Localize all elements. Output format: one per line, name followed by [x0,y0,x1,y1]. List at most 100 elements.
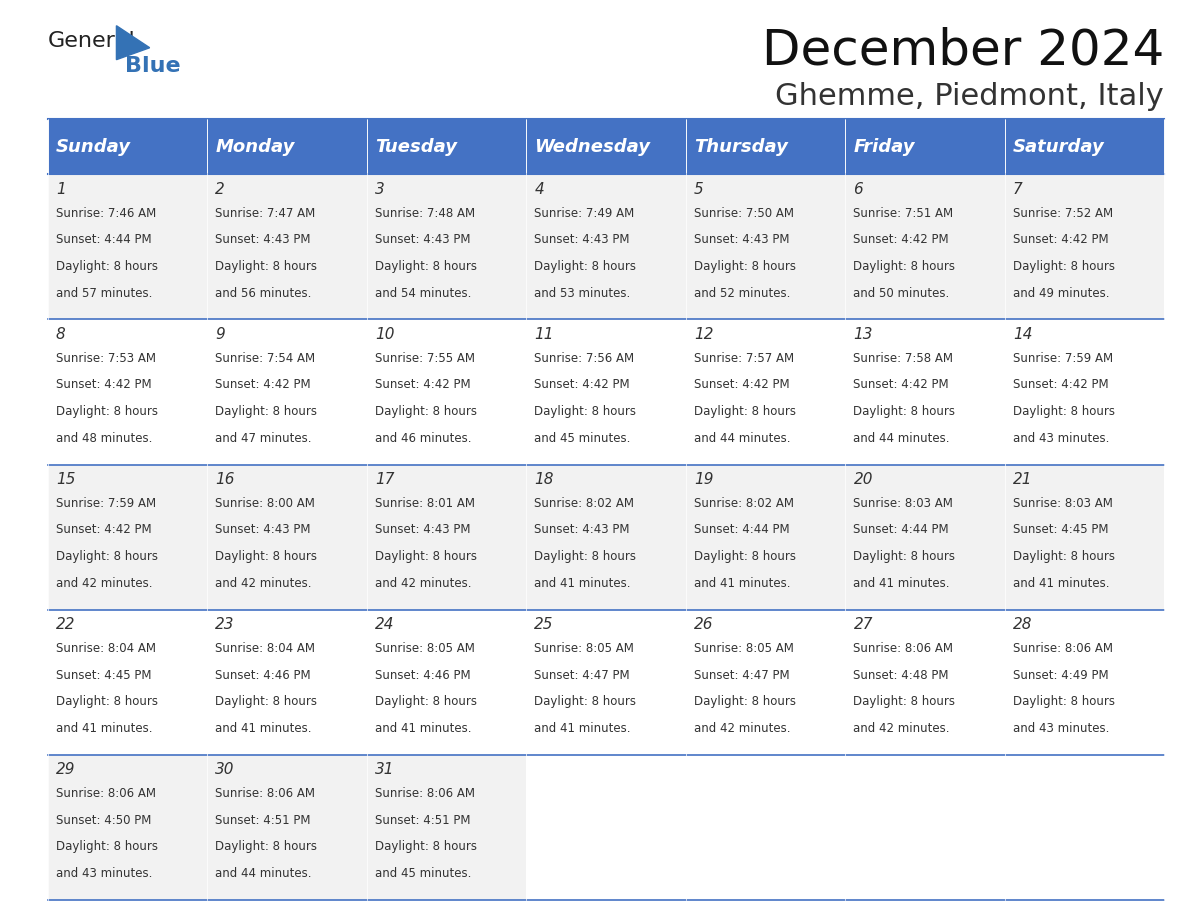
Text: Sunrise: 8:05 AM: Sunrise: 8:05 AM [535,642,634,655]
Bar [367,319,526,465]
Text: Sunset: 4:42 PM: Sunset: 4:42 PM [1013,378,1108,391]
Text: Sunset: 4:44 PM: Sunset: 4:44 PM [694,523,790,536]
Text: Sunset: 4:43 PM: Sunset: 4:43 PM [215,233,311,246]
Text: and 41 minutes.: and 41 minutes. [215,722,312,735]
Text: 23: 23 [215,617,235,632]
Bar [1005,319,1164,465]
Text: Daylight: 8 hours: Daylight: 8 hours [1013,550,1116,564]
Text: Sunrise: 7:48 AM: Sunrise: 7:48 AM [375,207,475,219]
Bar [685,465,845,610]
Text: Daylight: 8 hours: Daylight: 8 hours [853,405,955,419]
Text: Daylight: 8 hours: Daylight: 8 hours [853,260,955,274]
Text: Daylight: 8 hours: Daylight: 8 hours [375,405,476,419]
Text: Sunrise: 8:05 AM: Sunrise: 8:05 AM [375,642,475,655]
Text: Daylight: 8 hours: Daylight: 8 hours [694,695,796,709]
Text: Sunset: 4:46 PM: Sunset: 4:46 PM [375,668,470,681]
Text: Daylight: 8 hours: Daylight: 8 hours [215,840,317,854]
Bar [48,465,207,610]
Bar [207,610,367,755]
Text: Daylight: 8 hours: Daylight: 8 hours [694,405,796,419]
Text: Daylight: 8 hours: Daylight: 8 hours [215,405,317,419]
Text: Sunset: 4:42 PM: Sunset: 4:42 PM [853,378,949,391]
Text: 6: 6 [853,182,864,196]
Text: Sunset: 4:43 PM: Sunset: 4:43 PM [215,523,311,536]
Bar [526,319,685,465]
Bar [526,119,685,174]
Text: and 53 minutes.: and 53 minutes. [535,287,631,300]
Text: and 44 minutes.: and 44 minutes. [853,432,950,445]
Text: Sunrise: 7:46 AM: Sunrise: 7:46 AM [56,207,156,219]
Text: Daylight: 8 hours: Daylight: 8 hours [853,695,955,709]
Text: Sunset: 4:45 PM: Sunset: 4:45 PM [1013,523,1108,536]
Text: Sunrise: 8:01 AM: Sunrise: 8:01 AM [375,497,475,509]
Text: Daylight: 8 hours: Daylight: 8 hours [694,260,796,274]
Text: Sunset: 4:48 PM: Sunset: 4:48 PM [853,668,949,681]
Text: Sunrise: 8:06 AM: Sunrise: 8:06 AM [375,787,475,800]
Text: Sunrise: 7:50 AM: Sunrise: 7:50 AM [694,207,794,219]
Text: Daylight: 8 hours: Daylight: 8 hours [56,550,158,564]
Text: Daylight: 8 hours: Daylight: 8 hours [215,550,317,564]
Text: Sunset: 4:42 PM: Sunset: 4:42 PM [215,378,311,391]
Text: 17: 17 [375,472,394,487]
Text: and 41 minutes.: and 41 minutes. [535,722,631,735]
Text: Sunrise: 7:58 AM: Sunrise: 7:58 AM [853,352,954,364]
Text: Daylight: 8 hours: Daylight: 8 hours [375,840,476,854]
Text: 15: 15 [56,472,75,487]
Text: Sunset: 4:42 PM: Sunset: 4:42 PM [1013,233,1108,246]
Text: Daylight: 8 hours: Daylight: 8 hours [694,550,796,564]
Text: Sunset: 4:49 PM: Sunset: 4:49 PM [1013,668,1108,681]
Text: Sunrise: 7:49 AM: Sunrise: 7:49 AM [535,207,634,219]
Text: Daylight: 8 hours: Daylight: 8 hours [56,695,158,709]
Text: Daylight: 8 hours: Daylight: 8 hours [535,260,637,274]
Text: Daylight: 8 hours: Daylight: 8 hours [375,550,476,564]
Bar [845,319,1005,465]
Bar [845,610,1005,755]
Text: Daylight: 8 hours: Daylight: 8 hours [375,260,476,274]
Text: and 44 minutes.: and 44 minutes. [215,868,312,880]
Text: 2: 2 [215,182,225,196]
Text: Sunset: 4:42 PM: Sunset: 4:42 PM [853,233,949,246]
Text: 16: 16 [215,472,235,487]
Text: 5: 5 [694,182,703,196]
Text: Sunrise: 7:55 AM: Sunrise: 7:55 AM [375,352,475,364]
Text: Sunset: 4:46 PM: Sunset: 4:46 PM [215,668,311,681]
Bar [367,465,526,610]
Text: Sunrise: 8:03 AM: Sunrise: 8:03 AM [853,497,953,509]
Text: and 49 minutes.: and 49 minutes. [1013,287,1110,300]
Text: and 45 minutes.: and 45 minutes. [375,868,472,880]
Text: and 42 minutes.: and 42 minutes. [853,722,950,735]
Bar [845,465,1005,610]
Text: 4: 4 [535,182,544,196]
Bar [367,610,526,755]
Text: Sunrise: 7:47 AM: Sunrise: 7:47 AM [215,207,316,219]
Text: Daylight: 8 hours: Daylight: 8 hours [56,260,158,274]
Text: 31: 31 [375,762,394,777]
Bar [48,174,207,319]
Text: Sunrise: 8:04 AM: Sunrise: 8:04 AM [56,642,156,655]
Text: Daylight: 8 hours: Daylight: 8 hours [1013,405,1116,419]
Text: and 41 minutes.: and 41 minutes. [56,722,152,735]
Text: Sunset: 4:47 PM: Sunset: 4:47 PM [694,668,790,681]
Bar [1005,465,1164,610]
Text: Sunrise: 8:06 AM: Sunrise: 8:06 AM [1013,642,1113,655]
Text: Thursday: Thursday [694,138,788,156]
Text: Sunday: Sunday [56,138,131,156]
Text: Daylight: 8 hours: Daylight: 8 hours [215,260,317,274]
Bar [1005,119,1164,174]
Text: Daylight: 8 hours: Daylight: 8 hours [375,695,476,709]
Text: 18: 18 [535,472,554,487]
Text: and 42 minutes.: and 42 minutes. [375,577,472,590]
Text: 13: 13 [853,327,873,341]
Text: Sunset: 4:51 PM: Sunset: 4:51 PM [215,813,311,826]
Text: 14: 14 [1013,327,1032,341]
Text: 3: 3 [375,182,385,196]
Text: and 44 minutes.: and 44 minutes. [694,432,790,445]
Text: and 41 minutes.: and 41 minutes. [1013,577,1110,590]
Text: and 41 minutes.: and 41 minutes. [853,577,950,590]
Text: Sunrise: 7:59 AM: Sunrise: 7:59 AM [56,497,156,509]
Text: 25: 25 [535,617,554,632]
Bar [845,119,1005,174]
Text: Sunrise: 8:00 AM: Sunrise: 8:00 AM [215,497,315,509]
Text: Sunrise: 8:06 AM: Sunrise: 8:06 AM [56,787,156,800]
Text: Sunset: 4:42 PM: Sunset: 4:42 PM [375,378,470,391]
